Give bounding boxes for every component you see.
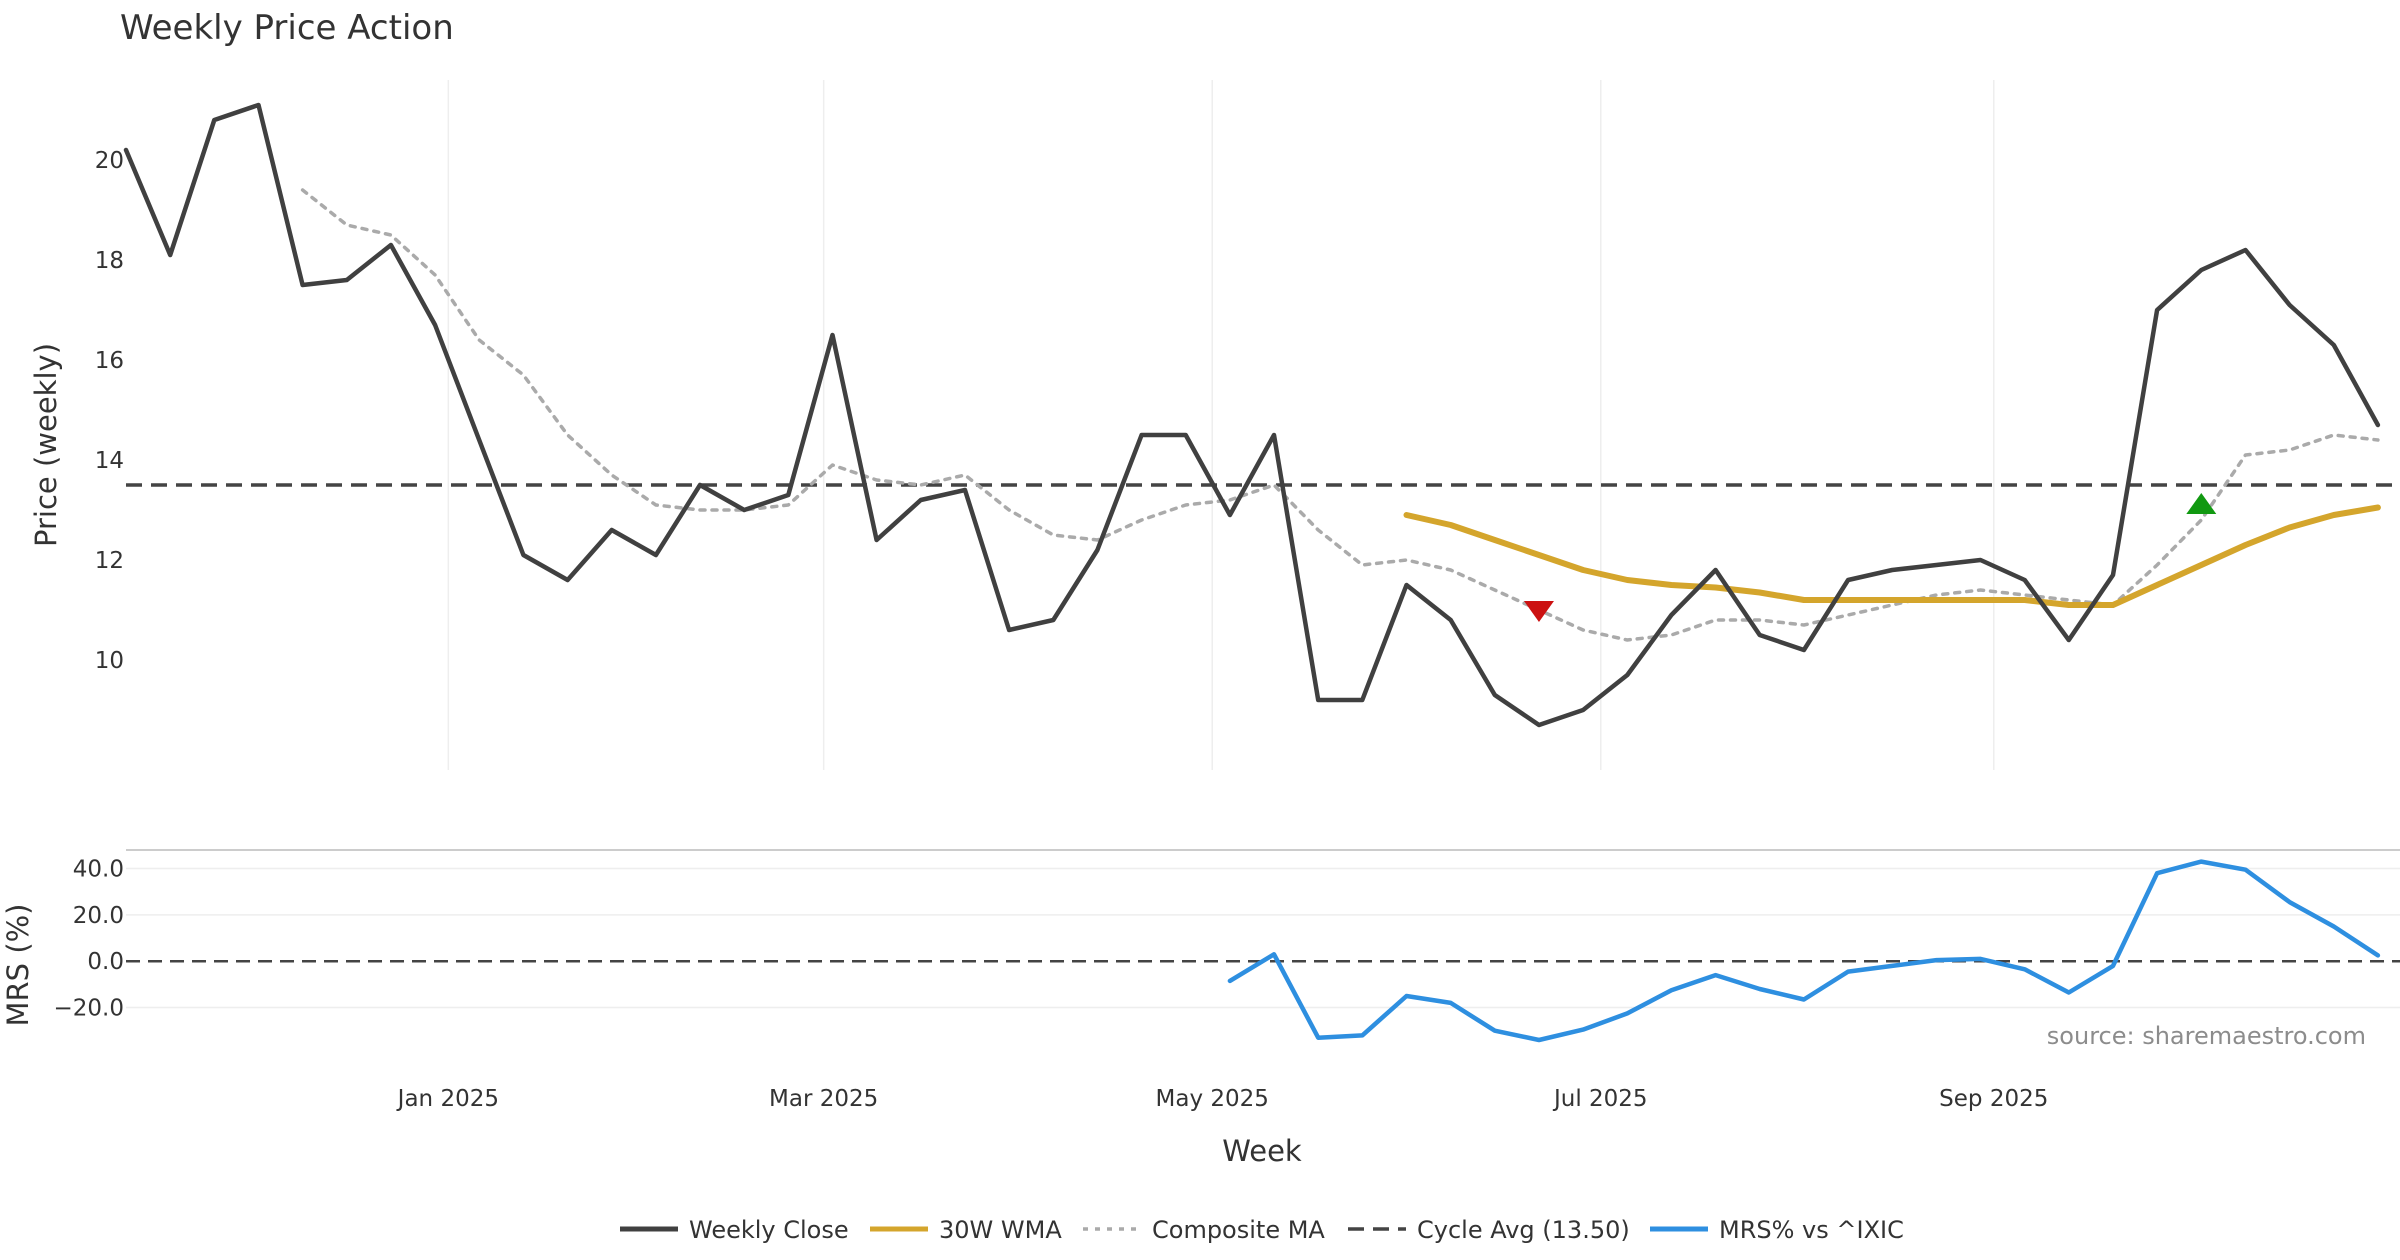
mrs-axis-label: MRS (%) bbox=[1, 904, 35, 1027]
legend-label-weekly-close: Weekly Close bbox=[689, 1216, 849, 1244]
price-ytick-20: 20 bbox=[95, 148, 124, 174]
price-ytick-14: 14 bbox=[95, 448, 124, 474]
chart-title: Weekly Price Action bbox=[120, 8, 454, 48]
price-ytick-10: 10 bbox=[95, 648, 124, 674]
xtick-jan-2025: Jan 2025 bbox=[396, 1086, 499, 1112]
xtick-sep-2025: Sep 2025 bbox=[1939, 1086, 2048, 1112]
price-axis-label: Price (weekly) bbox=[29, 343, 63, 547]
axis-tick-labels: 10 12 14 16 18 20 −20.0 0.0 20.0 40.0 Jan 2025 Mar … bbox=[54, 148, 2049, 1112]
mrs-series-lines bbox=[1227, 859, 2381, 1043]
sell-signal-marker bbox=[1523, 601, 1554, 622]
legend: Weekly Close 30W WMA Composite MA Cycle Avg… bbox=[620, 1216, 1904, 1244]
xtick-mar-2025: Mar 2025 bbox=[769, 1086, 878, 1112]
price-panel-gridlines bbox=[447, 80, 1995, 770]
series-mrs-vs-ixic bbox=[1227, 859, 2381, 1043]
series-weekly-close bbox=[123, 102, 2381, 728]
x-axis-label: Week bbox=[1222, 1134, 1302, 1168]
mrs-ytick-20.0: 20.0 bbox=[73, 903, 124, 929]
xtick-jul-2025: Jul 2025 bbox=[1552, 1086, 1648, 1112]
mrs-ytick-0.0: 0.0 bbox=[87, 949, 124, 975]
legend-label-30w-wma: 30W WMA bbox=[939, 1216, 1062, 1244]
mrs-ytick-40.0: 40.0 bbox=[73, 857, 124, 883]
legend-label-mrs-vs-ixic: MRS% vs ^IXIC bbox=[1719, 1216, 1904, 1244]
buy-signal-marker bbox=[2186, 493, 2217, 514]
xtick-may-2025: May 2025 bbox=[1156, 1086, 1269, 1112]
mrs-panel-gridlines bbox=[126, 849, 2400, 1009]
price-ytick-16: 16 bbox=[95, 348, 124, 374]
mrs-ytick-minus-20.0: −20.0 bbox=[54, 996, 124, 1022]
series-composite-ma bbox=[300, 188, 2380, 642]
price-ytick-12: 12 bbox=[95, 548, 124, 574]
price-ytick-18: 18 bbox=[95, 248, 124, 274]
signal-markers bbox=[1523, 493, 2217, 622]
series-30w-wma bbox=[1403, 504, 2381, 608]
legend-label-cycle-avg-13-50: Cycle Avg (13.50) bbox=[1417, 1216, 1630, 1244]
price-series-lines bbox=[123, 102, 2381, 728]
source-note: source: sharemaestro.com bbox=[2047, 1022, 2366, 1050]
reference-lines bbox=[126, 483, 2400, 963]
legend-label-composite-ma: Composite MA bbox=[1152, 1216, 1325, 1244]
